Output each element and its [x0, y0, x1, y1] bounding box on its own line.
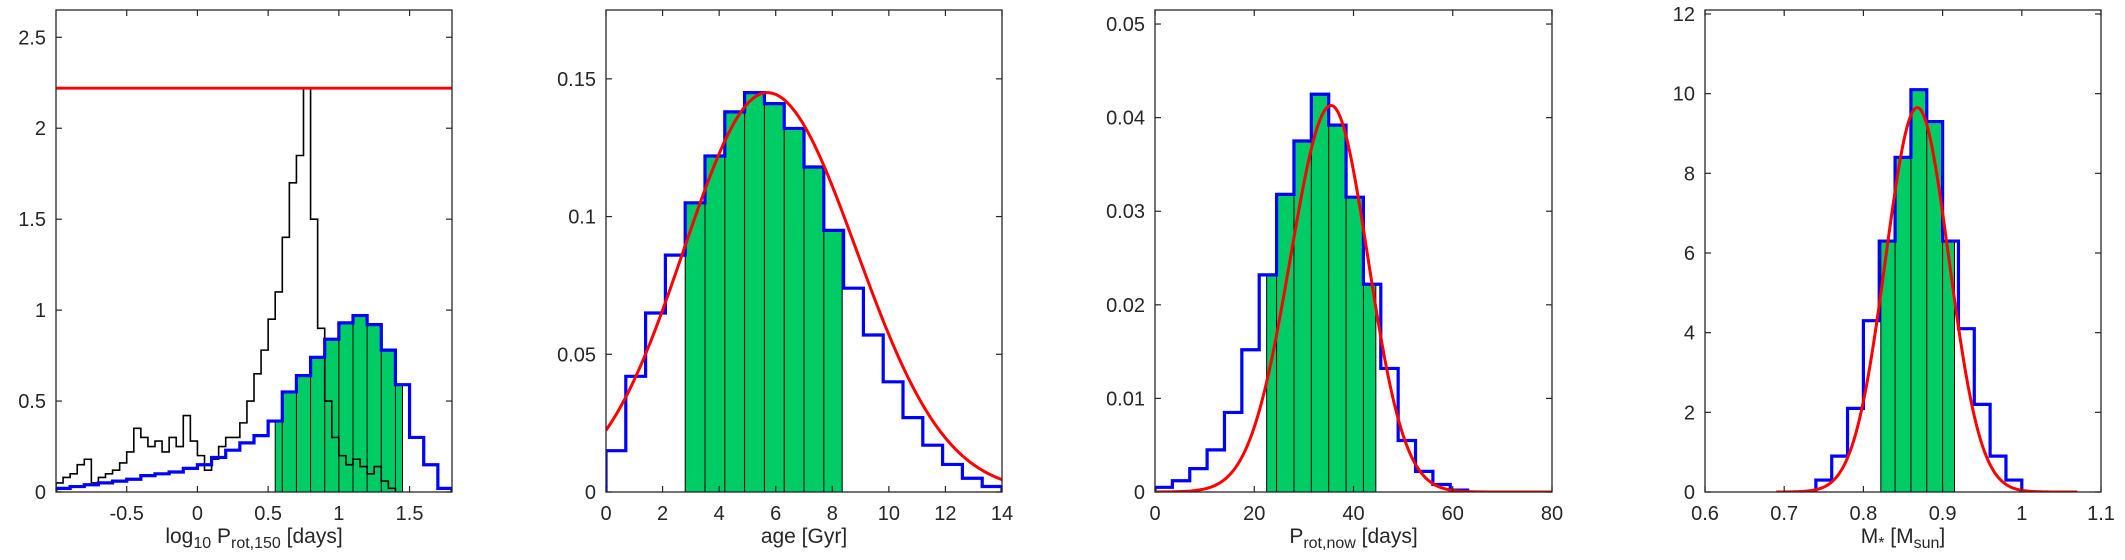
- y-tick-label: 0.15: [557, 69, 596, 91]
- posterior-histogram: [1814, 88, 2024, 492]
- x-tick-label: 20: [1243, 503, 1265, 525]
- x-tick-label: 1: [2016, 503, 2027, 525]
- panel-prot-now: 0 20 40 60 80 0 0.01 0.02 0.03 0.04 0.05 Prot,now […: [1106, 9, 1563, 552]
- x-tick-label: 8: [827, 503, 838, 525]
- x-tick-label: 0.6: [1691, 503, 1719, 525]
- axes-box: [55, 9, 453, 493]
- posterior-histogram: [606, 91, 1002, 492]
- x-tick-label: 0.8: [1849, 503, 1877, 525]
- y-tick-label: 0.5: [18, 391, 46, 413]
- x-tick-label: 4: [714, 503, 725, 525]
- y-tick-label: 0.1: [568, 207, 596, 229]
- red-fit-curve: [606, 91, 1002, 481]
- panel-mass: 0.6 0.7 0.8 0.9 1 1.1 0 2 4 6 8 10 12 M* [Msun]: [1673, 4, 2115, 552]
- prior-histogram: [56, 87, 397, 492]
- axes-box: [605, 9, 1003, 493]
- y-tick-label: 0: [1134, 482, 1145, 504]
- y-tick-label: 12: [1673, 4, 1695, 26]
- plot-area: [1155, 92, 1552, 492]
- y-tick-label: 1.5: [18, 209, 46, 231]
- y-tick-label: 0.01: [1106, 388, 1145, 410]
- red-fit-curve: [1776, 106, 2078, 492]
- y-tick-label: 2: [35, 118, 46, 140]
- x-tick-label: 6: [770, 503, 781, 525]
- x-tick-label: 1.5: [396, 503, 424, 525]
- x-tick-label: 1.1: [2087, 503, 2115, 525]
- y-tick-label: 0.04: [1106, 108, 1145, 130]
- y-tick-label: 2: [1684, 402, 1695, 424]
- panel-log-prot150: -0.5 0 0.5 1 1.5 0 0.5 1 1.5 2 2.5 log10 Prot,150 […: [18, 9, 453, 552]
- x-tick-label: -0.5: [109, 503, 143, 525]
- y-tick-label: 4: [1684, 323, 1695, 345]
- y-tick-label: 0: [35, 482, 46, 504]
- y-tick-label: 2.5: [18, 27, 46, 49]
- y-tick-label: 0.05: [557, 344, 596, 366]
- x-tick-label: 0.5: [254, 503, 282, 525]
- x-axis-label: age [Gyr]: [761, 525, 847, 548]
- x-tick-label: 80: [1541, 503, 1563, 525]
- y-tick-label: 0.05: [1106, 14, 1145, 36]
- x-tick-label: 60: [1442, 503, 1464, 525]
- plot-area: [1776, 88, 2078, 492]
- y-tick-label: 10: [1673, 84, 1695, 106]
- x-tick-label: 10: [878, 503, 900, 525]
- x-tick-label: 0.9: [1929, 503, 1957, 525]
- x-tick-label: 1: [333, 503, 344, 525]
- posterior-histogram: [56, 313, 452, 492]
- x-tick-label: 0: [1149, 503, 1160, 525]
- x-axis-label: log10 Prot,150 [days]: [165, 525, 342, 552]
- y-tick-label: 0: [1684, 482, 1695, 504]
- y-tick-label: 0.03: [1106, 201, 1145, 223]
- y-tick-label: 6: [1684, 243, 1695, 265]
- axes-box: [1704, 9, 2102, 493]
- plot-area: [56, 86, 452, 492]
- plot-area: [606, 91, 1002, 492]
- y-tick-label: 8: [1684, 163, 1695, 185]
- x-tick-label: 14: [991, 503, 1013, 525]
- x-axis-label: Prot,now [days]: [1289, 525, 1417, 552]
- y-tick-label: 0: [585, 482, 596, 504]
- x-tick-label: 12: [934, 503, 956, 525]
- x-tick-label: 40: [1342, 503, 1364, 525]
- y-tick-label: 0.02: [1106, 295, 1145, 317]
- x-tick-label: 2: [657, 503, 668, 525]
- y-tick-label: 1: [35, 300, 46, 322]
- x-tick-label: 0: [600, 503, 611, 525]
- fill-region: [274, 315, 403, 492]
- x-tick-label: 0.7: [1770, 503, 1798, 525]
- x-axis-label: M* [Msun]: [1861, 525, 1946, 552]
- panel-age: 0 2 4 6 8 10 12 14 0 0.05 0.1 0.15 age [Gyr]: [557, 9, 1013, 548]
- x-tick-label: 0: [192, 503, 203, 525]
